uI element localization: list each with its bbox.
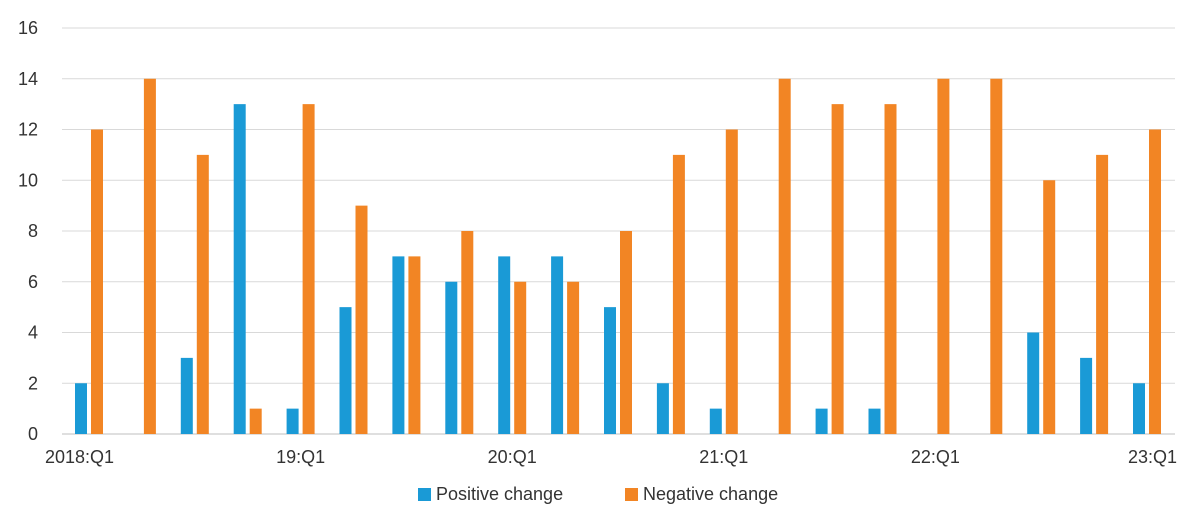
x-tick-label: 21:Q1: [699, 447, 748, 467]
bar-positive-19: [1080, 357, 1093, 435]
y-tick-label: 8: [28, 221, 38, 241]
bar-negative-18: [1043, 180, 1056, 434]
bar-negative-19: [1096, 154, 1109, 435]
x-tick-label: 22:Q1: [911, 447, 960, 467]
bar-positive-10: [604, 307, 616, 435]
bar-positive-20: [1133, 383, 1145, 434]
bar-negative-5: [355, 205, 368, 435]
bar-positive-0: [75, 383, 87, 434]
bar-negative-8: [514, 281, 527, 434]
bar-positive-8: [498, 256, 511, 435]
bar-negative-17: [990, 78, 1003, 434]
bar-negative-3: [249, 408, 262, 435]
bar-negative-14: [831, 104, 844, 435]
bar-negative-20: [1149, 129, 1161, 434]
x-tick-label: 2018:Q1: [45, 447, 114, 467]
y-tick-label: 0: [28, 424, 38, 444]
x-tick-label: 19:Q1: [276, 447, 325, 467]
bar-positive-7: [445, 281, 458, 434]
bar-positive-18: [1027, 332, 1040, 434]
bar-positive-14: [815, 408, 828, 435]
bar-positive-12: [709, 408, 722, 435]
series-negative-change: [91, 78, 1161, 435]
x-axis-ticks: 2018:Q1 19:Q1 20:Q1 21:Q1 22:Q1 23:Q1: [45, 447, 1177, 467]
legend: Positive change Negative change: [418, 484, 778, 504]
bar-positive-11: [656, 383, 669, 434]
bar-positive-4: [286, 408, 299, 435]
bar-negative-1: [143, 78, 156, 434]
x-tick-label: 23:Q1: [1128, 447, 1177, 467]
y-tick-label: 16: [18, 18, 38, 38]
bar-positive-3: [233, 104, 246, 435]
legend-swatch-negative: [625, 488, 638, 501]
bar-positive-5: [339, 307, 352, 435]
bar-negative-4: [302, 104, 315, 435]
legend-label-positive: Positive change: [436, 484, 563, 504]
legend-label-negative: Negative change: [643, 484, 778, 504]
bar-negative-6: [408, 256, 421, 435]
bar-negative-15: [884, 104, 897, 435]
bar-positive-15: [868, 408, 881, 435]
bars: [75, 78, 1161, 435]
bar-positive-6: [392, 256, 405, 435]
legend-swatch-positive: [418, 488, 431, 501]
bar-positive-9: [551, 256, 564, 435]
y-tick-label: 4: [28, 323, 38, 343]
y-tick-label: 2: [28, 373, 38, 393]
bar-negative-13: [778, 78, 791, 434]
bar-negative-2: [196, 154, 209, 435]
series-positive-change: [75, 104, 1145, 435]
bar-negative-11: [672, 154, 685, 435]
bar-positive-2: [180, 357, 193, 435]
bar-negative-9: [567, 281, 580, 434]
y-tick-label: 10: [18, 170, 38, 190]
bar-negative-16: [937, 78, 950, 434]
bar-negative-10: [620, 231, 632, 434]
y-tick-label: 12: [18, 120, 38, 140]
y-tick-label: 6: [28, 272, 38, 292]
bar-negative-7: [461, 231, 474, 434]
grid-lines: [62, 27, 1175, 435]
y-axis-ticks: 0 2 4 6 8 10 12 14 16: [18, 18, 38, 444]
x-tick-label: 20:Q1: [488, 447, 537, 467]
bar-negative-0: [91, 129, 103, 434]
bar-negative-12: [725, 129, 738, 434]
y-tick-label: 14: [18, 69, 38, 89]
